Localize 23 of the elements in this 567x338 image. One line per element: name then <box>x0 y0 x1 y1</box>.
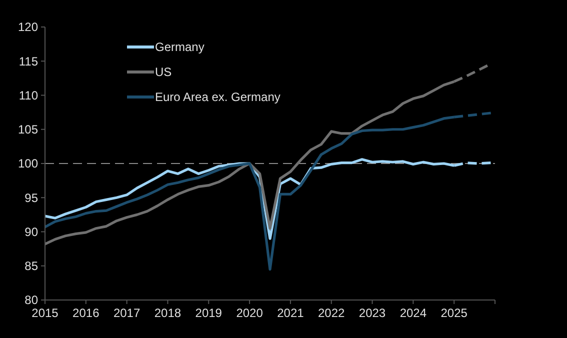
y-tick-label: 115 <box>18 54 38 68</box>
legend-label: Euro Area ex. Germany <box>155 90 280 104</box>
x-tick-label: 2018 <box>154 306 182 320</box>
x-tick-label: 2025 <box>440 306 468 320</box>
y-tick-label: 80 <box>24 293 38 308</box>
y-tick-label: 95 <box>24 190 38 205</box>
y-tick-label: 100 <box>18 156 38 171</box>
y-tick-label: 120 <box>18 20 38 34</box>
x-tick-label: 2022 <box>318 306 346 320</box>
x-tick-label: 2023 <box>358 306 386 320</box>
y-tick-label: 110 <box>18 88 38 102</box>
legend-label: US <box>155 65 172 80</box>
x-tick-label: 2024 <box>400 306 427 320</box>
y-tick-label: 105 <box>18 122 38 137</box>
x-tick-label: 2019 <box>195 306 222 320</box>
y-tick-label: 85 <box>24 259 38 274</box>
y-tick-label: 90 <box>24 224 38 239</box>
x-tick-label: 2020 <box>236 306 264 320</box>
legend-label: Germany <box>155 40 204 54</box>
x-tick-label: 2017 <box>113 306 140 320</box>
x-tick-label: 2016 <box>72 306 100 320</box>
x-tick-label: 2021 <box>277 306 304 320</box>
x-tick-label: 2015 <box>32 306 59 320</box>
